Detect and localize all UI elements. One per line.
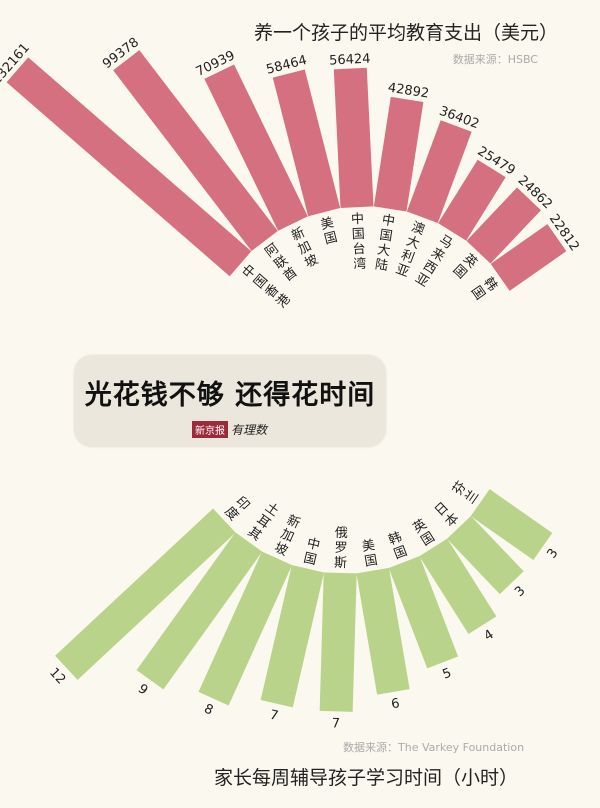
category-label: 芬兰 (450, 479, 482, 507)
value-label: 3 (545, 546, 562, 561)
category-label: 中国台湾 (351, 212, 367, 273)
value-label: 12 (46, 665, 68, 687)
top-chart-source: 数据来源：HSBC (452, 53, 538, 66)
category-label: 俄罗斯 (334, 526, 348, 571)
value-label: 56424 (329, 52, 371, 69)
bar (6, 57, 252, 277)
bar (260, 565, 324, 708)
value-label: 4 (482, 627, 497, 644)
bar (388, 556, 459, 669)
logo-text: 新京报 (192, 421, 228, 438)
bar (204, 64, 308, 231)
category-label: 新加坡 (272, 512, 303, 559)
category-label: 美国 (361, 538, 379, 570)
category-label: 印度 (221, 494, 252, 524)
bar (470, 489, 553, 561)
value-label: 5 (441, 666, 454, 683)
value-label: 9 (135, 681, 150, 698)
bar-group: 8 新加坡 (198, 512, 303, 719)
category-label: 英国 (450, 251, 480, 282)
headline: 光花钱不够 还得花时间 (84, 380, 376, 411)
bar (490, 224, 567, 291)
bar (319, 572, 357, 712)
bar-group: 56424 中国台湾 (329, 52, 374, 273)
headline-box: 光花钱不够 还得花时间 新京报 有理数 (74, 355, 386, 447)
category-label: 新加坡 (289, 224, 321, 271)
value-label: 6 (390, 696, 401, 712)
bar (113, 50, 278, 252)
bar (438, 159, 506, 241)
bar (333, 67, 374, 208)
category-label: 英国 (411, 517, 438, 549)
top-chart-title: 养一个孩子的平均教育支出（美元） (253, 22, 558, 44)
category-label: 阿联酋 (263, 241, 301, 285)
bottom-chart-source: 数据来源：The Varkey Foundation (343, 741, 525, 754)
bar (55, 508, 236, 680)
bar-group: 6 美国 (356, 538, 410, 712)
value-label: 42892 (387, 80, 430, 101)
bar (373, 96, 424, 212)
category-label: 澳大利亚 (394, 219, 427, 281)
category-label: 土耳其 (245, 500, 282, 544)
bar-group: 5 韩国 (387, 530, 459, 683)
logo-subtext: 有理数 (231, 423, 268, 437)
bar (272, 69, 341, 217)
category-label: 日本 (432, 500, 462, 531)
value-label: 7 (268, 708, 279, 724)
category-label: 韩国 (387, 530, 410, 563)
brand-logo: 新京报 有理数 (192, 421, 267, 438)
category-label: 韩国 (468, 275, 500, 303)
value-label: 3 (512, 583, 528, 600)
bar-group: 7 俄罗斯 (319, 526, 357, 731)
bar (406, 120, 472, 224)
bar-group: 42892 中国大陆 (373, 80, 430, 274)
bar (466, 187, 541, 264)
bar (198, 551, 293, 706)
value-label: 7 (331, 716, 340, 731)
bar (446, 515, 524, 595)
category-label: 美国 (319, 215, 339, 247)
bottom-chart-title: 家长每周辅导孩子学习时间（小时） (214, 767, 519, 789)
category-label: 中国 (302, 536, 321, 568)
bar (136, 532, 263, 690)
bar-group: 7 中国 (260, 536, 324, 724)
category-label: 中国大陆 (374, 213, 396, 274)
bar (419, 538, 497, 634)
bar (356, 567, 410, 695)
value-label: 8 (202, 702, 216, 719)
